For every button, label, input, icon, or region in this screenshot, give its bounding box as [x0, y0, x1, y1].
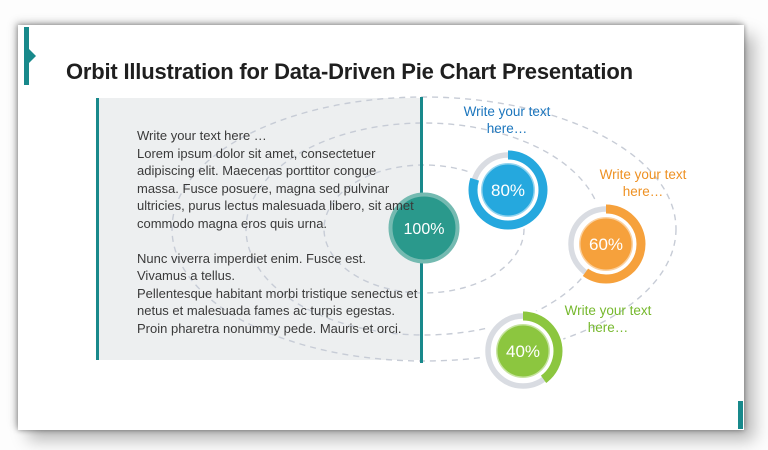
donut-inner-circle — [479, 161, 537, 219]
hub-circle: 100% — [388, 192, 460, 264]
orbit-label-orange: Write your text here… — [599, 167, 687, 199]
donut-progress-arc — [483, 311, 563, 391]
orbit-ellipse-outer — [171, 96, 677, 362]
title-accent-bar — [24, 27, 29, 85]
text-panel-background — [97, 98, 420, 360]
donut-progress-arc — [566, 204, 646, 284]
donut-value-label: 60% — [589, 235, 623, 254]
orbit-label-green: Write your text here… — [564, 303, 652, 335]
orbit-label-blue: Write your text here… — [463, 104, 551, 136]
donut-inner-circle — [577, 215, 635, 273]
text-placeholder-body: Write your text here … Lorem ipsum dolor… — [137, 128, 418, 336]
donut-value-label: 40% — [506, 342, 540, 361]
donut-chart-80: 80% — [466, 148, 550, 232]
bottom-right-accent-bar — [738, 401, 743, 429]
donut-chart-60: 60% — [564, 202, 648, 286]
donut-progress-arc — [468, 150, 548, 230]
slide-title: Orbit Illustration for Data-Driven Pie C… — [66, 58, 633, 84]
donut-inner-circle — [494, 322, 552, 380]
orbit-diagram: 100% 80% 60% — [96, 96, 677, 393]
hub-circle-shape — [388, 192, 460, 264]
text-panel-left-border — [96, 98, 99, 360]
title-accent-arrow-icon — [29, 49, 36, 63]
donut-chart-40: 40% — [481, 309, 565, 393]
hub-value-label: 100% — [404, 221, 445, 238]
donut-value-label: 80% — [491, 181, 525, 200]
orbit-ellipse-inner — [323, 164, 525, 294]
slide-card: Orbit Illustration for Data-Driven Pie C… — [18, 25, 744, 430]
